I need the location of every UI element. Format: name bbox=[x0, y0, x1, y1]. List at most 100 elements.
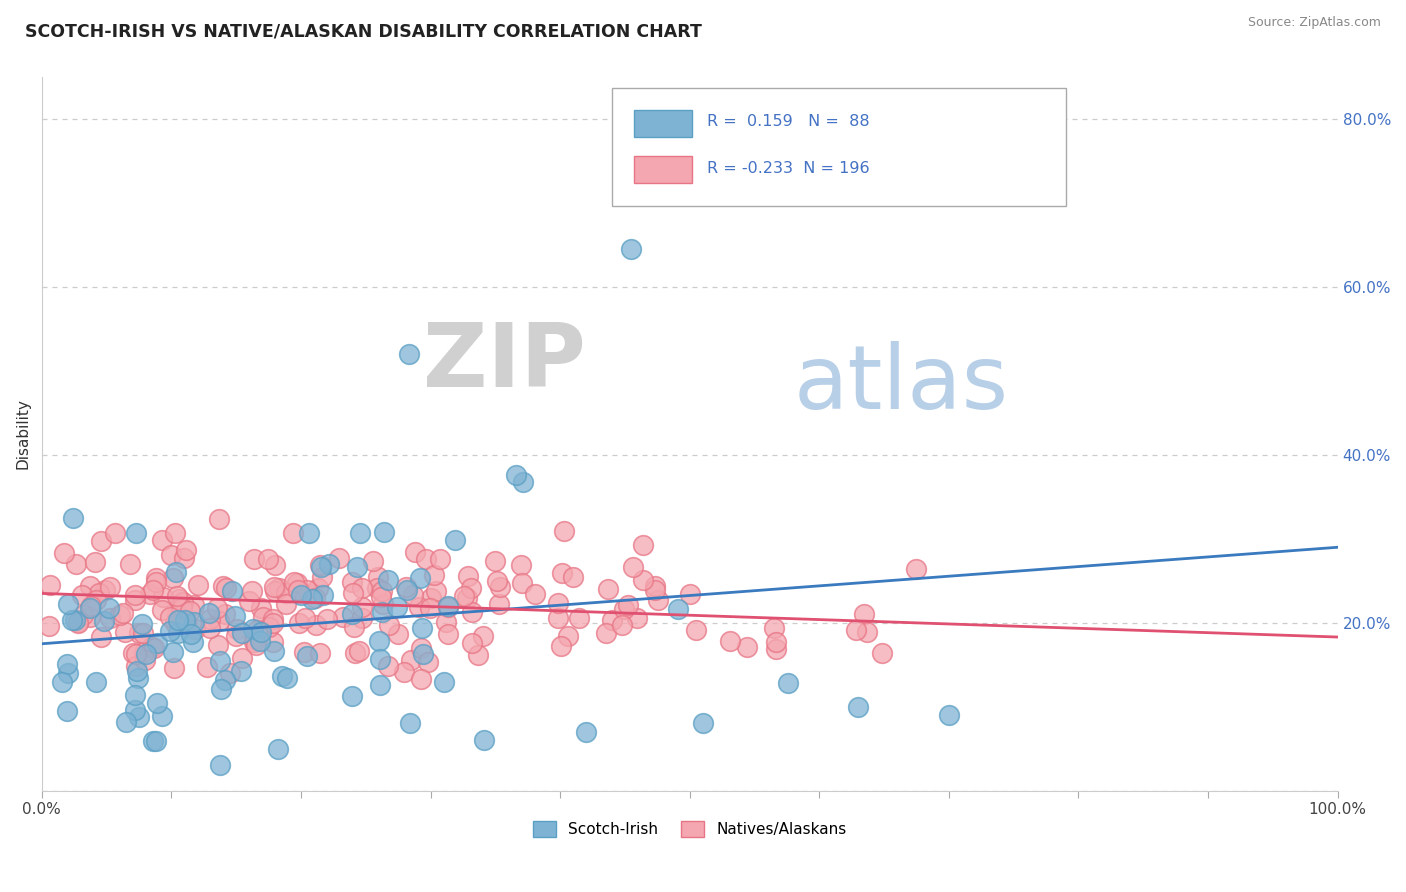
Point bbox=[143, 640, 166, 655]
Point bbox=[433, 675, 456, 690]
Point bbox=[56, 597, 79, 611]
Point bbox=[612, 618, 634, 632]
Point bbox=[409, 672, 432, 686]
Point bbox=[174, 613, 197, 627]
Point bbox=[371, 584, 394, 599]
Point bbox=[257, 551, 280, 566]
Point bbox=[231, 664, 253, 678]
Point bbox=[600, 614, 623, 628]
Point bbox=[437, 627, 460, 641]
Point bbox=[437, 599, 460, 614]
Point bbox=[409, 640, 432, 655]
Point bbox=[366, 581, 388, 595]
Point bbox=[152, 591, 174, 605]
Point bbox=[361, 554, 384, 568]
Point bbox=[263, 580, 285, 594]
Point bbox=[214, 673, 236, 687]
Point bbox=[510, 575, 533, 590]
Point bbox=[460, 582, 482, 596]
Point bbox=[371, 597, 394, 611]
Point bbox=[242, 622, 264, 636]
Point bbox=[905, 562, 928, 576]
Point bbox=[180, 627, 202, 641]
Point bbox=[344, 647, 367, 661]
Point bbox=[399, 715, 422, 730]
Point bbox=[425, 584, 447, 599]
Point bbox=[852, 607, 875, 621]
Point bbox=[484, 553, 506, 567]
Point bbox=[84, 555, 107, 569]
Point bbox=[547, 596, 569, 610]
Point bbox=[246, 624, 269, 638]
Point bbox=[70, 588, 93, 602]
Point bbox=[245, 638, 267, 652]
Point bbox=[262, 612, 284, 626]
Point bbox=[350, 582, 373, 596]
Point bbox=[198, 606, 221, 620]
Point bbox=[394, 665, 416, 680]
Point bbox=[150, 708, 173, 723]
Point bbox=[633, 573, 655, 587]
Point bbox=[62, 511, 84, 525]
Point bbox=[195, 660, 218, 674]
Point bbox=[250, 600, 273, 615]
Point bbox=[350, 611, 373, 625]
Point bbox=[387, 627, 409, 641]
Point bbox=[429, 551, 451, 566]
Point bbox=[128, 709, 150, 723]
Point bbox=[292, 645, 315, 659]
Point bbox=[617, 598, 640, 612]
Point bbox=[283, 575, 305, 590]
Point bbox=[685, 623, 707, 637]
Point bbox=[52, 546, 75, 560]
Point bbox=[294, 611, 316, 625]
Point bbox=[395, 582, 418, 597]
Point bbox=[264, 558, 287, 572]
Point bbox=[488, 597, 510, 611]
Point bbox=[207, 638, 229, 652]
Point bbox=[419, 600, 441, 615]
Point bbox=[145, 734, 167, 748]
Point bbox=[274, 597, 297, 611]
Point bbox=[620, 243, 643, 257]
Point bbox=[373, 525, 395, 540]
Point bbox=[125, 526, 148, 541]
Point bbox=[311, 570, 333, 584]
Point bbox=[200, 612, 222, 626]
FancyBboxPatch shape bbox=[612, 88, 1066, 206]
Point bbox=[550, 639, 572, 653]
Point bbox=[131, 617, 153, 632]
Point bbox=[692, 716, 714, 731]
Point bbox=[66, 615, 89, 630]
Point bbox=[287, 582, 309, 597]
Point bbox=[349, 644, 371, 658]
Point bbox=[243, 634, 266, 648]
Point bbox=[305, 618, 328, 632]
Point bbox=[633, 538, 655, 552]
Point bbox=[377, 659, 399, 673]
Point bbox=[276, 671, 298, 685]
Point bbox=[60, 613, 83, 627]
Point bbox=[368, 678, 391, 692]
Point bbox=[124, 588, 146, 602]
Point bbox=[523, 587, 546, 601]
Point bbox=[647, 592, 669, 607]
Point bbox=[377, 573, 399, 587]
Point bbox=[595, 625, 617, 640]
Point bbox=[472, 733, 495, 747]
Point bbox=[398, 347, 420, 361]
Point bbox=[489, 580, 512, 594]
Point bbox=[267, 581, 290, 595]
Point bbox=[128, 626, 150, 640]
Point bbox=[208, 758, 231, 772]
Point bbox=[416, 655, 439, 669]
Point bbox=[453, 589, 475, 603]
Point bbox=[240, 583, 263, 598]
Point bbox=[142, 582, 165, 597]
Point bbox=[262, 615, 284, 630]
Point bbox=[263, 644, 285, 658]
Point bbox=[512, 475, 534, 489]
Point bbox=[274, 586, 297, 600]
Point bbox=[146, 636, 169, 650]
Point bbox=[485, 574, 508, 588]
